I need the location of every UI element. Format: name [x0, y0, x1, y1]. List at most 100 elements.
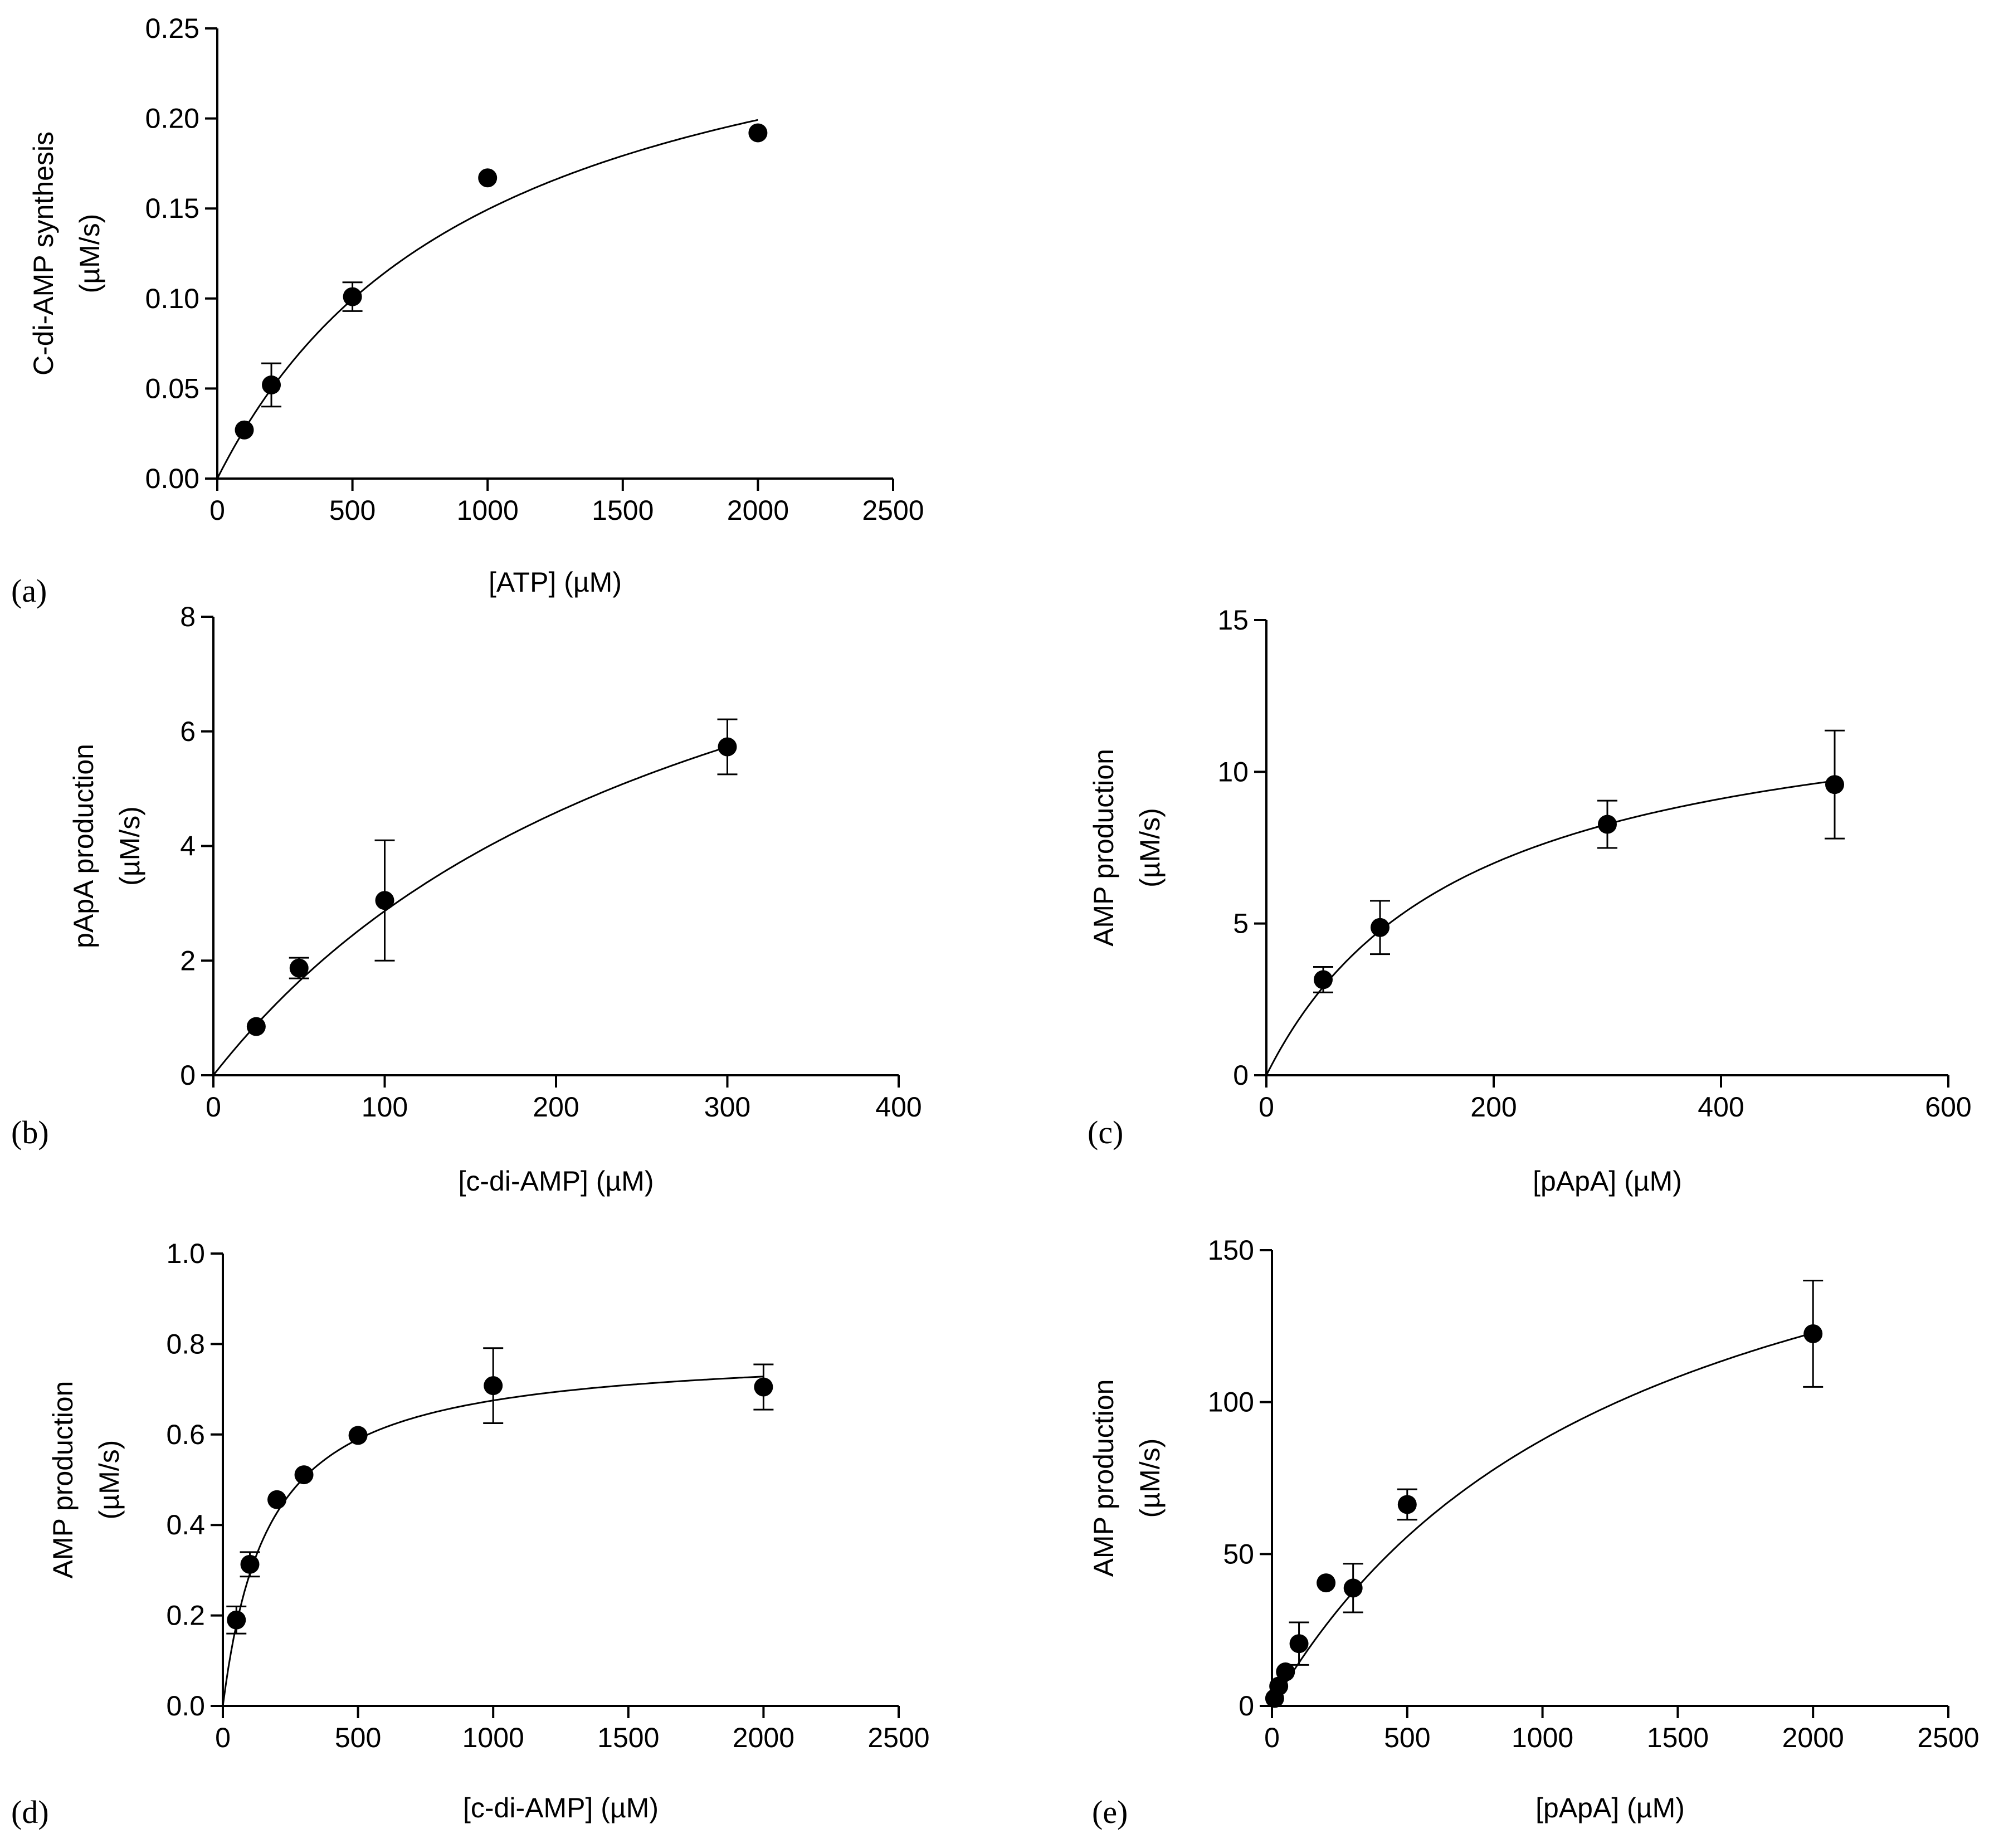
data-point — [246, 1017, 266, 1036]
data-point — [1803, 1324, 1823, 1343]
y-axis-label: (µM/s) — [94, 1440, 125, 1520]
y-tick-label: 15 — [1217, 604, 1249, 636]
panel-c: 0 200 400 600 0 5 10 15 [pApA] (µM) AMP productio… — [1088, 604, 1972, 1197]
y-tick-label: 0 — [1233, 1060, 1249, 1091]
x-tick-label: 1000 — [1512, 1722, 1573, 1753]
data-point — [235, 420, 254, 440]
x-tick-label: 500 — [1384, 1722, 1430, 1753]
fit-curve — [212, 746, 728, 1076]
panel-label: (e) — [1092, 1794, 1128, 1830]
data-point — [484, 1376, 503, 1396]
panel-label: (c) — [1088, 1114, 1123, 1150]
x-tick-label: 0 — [1264, 1722, 1280, 1753]
y-tick-label: 0.4 — [166, 1509, 205, 1540]
y-tick-label: 4 — [180, 831, 196, 862]
panel-a: 0 500 1000 1500 2000 2500 0.00 0.05 0.10 0.15 0.20… — [11, 13, 924, 609]
y-axis-label: AMP production — [47, 1381, 79, 1579]
y-tick-label: 100 — [1208, 1387, 1254, 1418]
x-tick-label: 2500 — [1917, 1722, 1979, 1753]
x-tick-label: 0 — [1259, 1091, 1274, 1123]
data-point — [267, 1490, 287, 1509]
y-tick-label: 2 — [180, 945, 196, 976]
data-point — [1314, 970, 1333, 989]
panel-d: 0 500 1000 1500 2000 2500 0.0 0.2 0.4 0.6 0.8 1.0 [c… — [11, 1238, 930, 1830]
data-point — [240, 1554, 260, 1574]
panel-b: 0 100 200 300 400 0 2 4 6 8 [c-di-AMP] (µM) pApA pr… — [11, 601, 922, 1197]
y-tick-label: 50 — [1223, 1538, 1254, 1569]
panel-label: (b) — [11, 1114, 49, 1150]
data-point — [748, 123, 768, 143]
y-tick-label: 0.10 — [145, 283, 199, 314]
x-tick-label: 2500 — [862, 495, 924, 526]
y-tick-label: 6 — [180, 716, 196, 747]
y-tick-label: 150 — [1208, 1235, 1254, 1266]
x-tick-label: 200 — [1470, 1091, 1517, 1123]
x-axis-label: [ATP] (µM) — [489, 567, 622, 598]
panel-label: (d) — [11, 1794, 49, 1830]
y-tick-label: 10 — [1217, 756, 1249, 787]
data-point — [262, 375, 281, 394]
x-tick-label: 2500 — [867, 1722, 929, 1753]
x-tick-label: 0 — [209, 495, 225, 526]
y-axis-label: C-di-AMP synthesis — [28, 131, 59, 376]
x-tick-label: 1500 — [597, 1722, 659, 1753]
data-point — [1371, 918, 1390, 937]
x-tick-label: 100 — [362, 1091, 408, 1123]
x-tick-label: 400 — [875, 1091, 922, 1123]
data-point — [1276, 1662, 1295, 1681]
x-tick-label: 500 — [335, 1722, 381, 1753]
y-tick-label: 0.00 — [145, 463, 199, 494]
y-tick-label: 0.2 — [166, 1600, 205, 1631]
y-tick-label: 0.05 — [145, 373, 199, 404]
data-point — [1598, 815, 1617, 834]
y-axis-label: (µM/s) — [1134, 1439, 1166, 1518]
fit-curve — [216, 119, 758, 479]
x-tick-label: 500 — [329, 495, 376, 526]
x-tick-label: 1500 — [592, 495, 654, 526]
y-tick-label: 0.8 — [166, 1328, 205, 1359]
panel-label: (a) — [11, 573, 47, 609]
y-tick-label: 0.0 — [166, 1690, 205, 1722]
x-tick-label: 400 — [1698, 1091, 1744, 1123]
data-point — [1269, 1676, 1289, 1696]
data-point — [1317, 1573, 1336, 1593]
y-tick-label: 0.15 — [145, 193, 199, 224]
data-point — [1289, 1634, 1309, 1654]
data-point — [289, 958, 309, 978]
y-axis-label: (µM/s) — [1134, 808, 1166, 888]
x-tick-label: 300 — [704, 1091, 750, 1123]
y-tick-label: 0.6 — [166, 1419, 205, 1450]
y-axis-label: (µM/s) — [114, 806, 145, 886]
x-tick-label: 2000 — [727, 495, 789, 526]
data-point — [754, 1377, 773, 1397]
y-axis-label: AMP production — [1088, 749, 1119, 947]
y-tick-label: 1.0 — [166, 1238, 205, 1269]
fit-curve — [1265, 780, 1835, 1076]
fit-curve — [1271, 1332, 1813, 1706]
x-tick-label: 200 — [533, 1091, 579, 1123]
data-point — [343, 287, 362, 306]
y-tick-label: 0 — [180, 1060, 196, 1091]
x-tick-label: 600 — [1925, 1091, 1971, 1123]
data-point — [478, 168, 498, 188]
data-point — [227, 1610, 246, 1630]
y-axis-label: (µM/s) — [74, 214, 105, 294]
x-tick-label: 1500 — [1647, 1722, 1709, 1753]
x-tick-label: 1000 — [457, 495, 519, 526]
x-tick-label: 2000 — [1782, 1722, 1844, 1753]
data-point — [294, 1465, 314, 1485]
fit-curve — [222, 1376, 764, 1706]
x-tick-label: 0 — [215, 1722, 231, 1753]
data-point — [718, 737, 737, 757]
data-point — [1397, 1495, 1417, 1514]
y-tick-label: 0.25 — [145, 13, 199, 44]
data-point — [1825, 775, 1844, 794]
data-point — [375, 891, 394, 910]
x-axis-label: [c-di-AMP] (µM) — [463, 1792, 659, 1823]
x-tick-label: 0 — [206, 1091, 221, 1123]
x-axis-label: [pApA] (µM) — [1533, 1166, 1682, 1197]
y-tick-label: 0.20 — [145, 103, 199, 134]
panel-e: 0 500 1000 1500 2000 2500 0 50 100 150 [pApA] (µM)… — [1088, 1235, 1980, 1830]
y-tick-label: 8 — [180, 601, 196, 632]
